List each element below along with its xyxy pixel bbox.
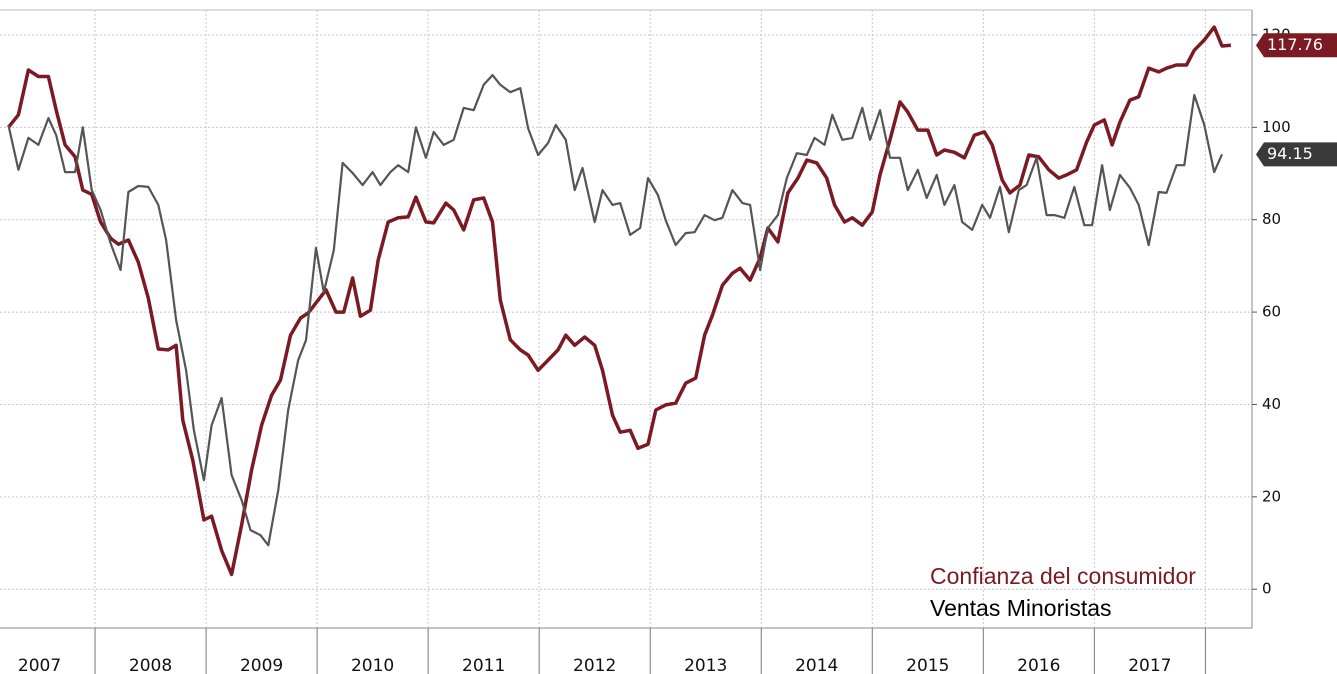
x-tick-label: 2010	[351, 656, 394, 674]
x-tick-label: 2009	[240, 656, 283, 674]
y-tick-label: 60	[1262, 303, 1281, 321]
x-tick-label: 2007	[18, 656, 61, 674]
series-line	[7, 25, 1232, 577]
x-tick-label: 2016	[1017, 656, 1060, 674]
y-tick-label: 80	[1262, 210, 1281, 228]
y-tick-label: 0	[1262, 580, 1272, 598]
legend-entry: Confianza del consumidor	[930, 563, 1196, 589]
x-tick-label: 2014	[795, 656, 838, 674]
y-tick-label: 20	[1262, 487, 1281, 505]
last-value-label: 94.15	[1267, 144, 1313, 163]
y-tick-label: 100	[1262, 118, 1291, 136]
x-tick-label: 2008	[129, 656, 172, 674]
x-tick-label: 2017	[1128, 656, 1171, 674]
series-line	[7, 73, 1224, 547]
last-value-tag	[1256, 142, 1337, 167]
x-tick-label: 2011	[462, 656, 505, 674]
last-value-label: 117.76	[1267, 35, 1323, 54]
x-tick-label: 2013	[684, 656, 727, 674]
legend-entry: Ventas Minoristas	[930, 595, 1112, 621]
x-tick-label: 2015	[906, 656, 949, 674]
x-tick-label: 2012	[573, 656, 616, 674]
y-tick-label: 40	[1262, 395, 1281, 413]
last-value-tag	[1256, 33, 1337, 58]
